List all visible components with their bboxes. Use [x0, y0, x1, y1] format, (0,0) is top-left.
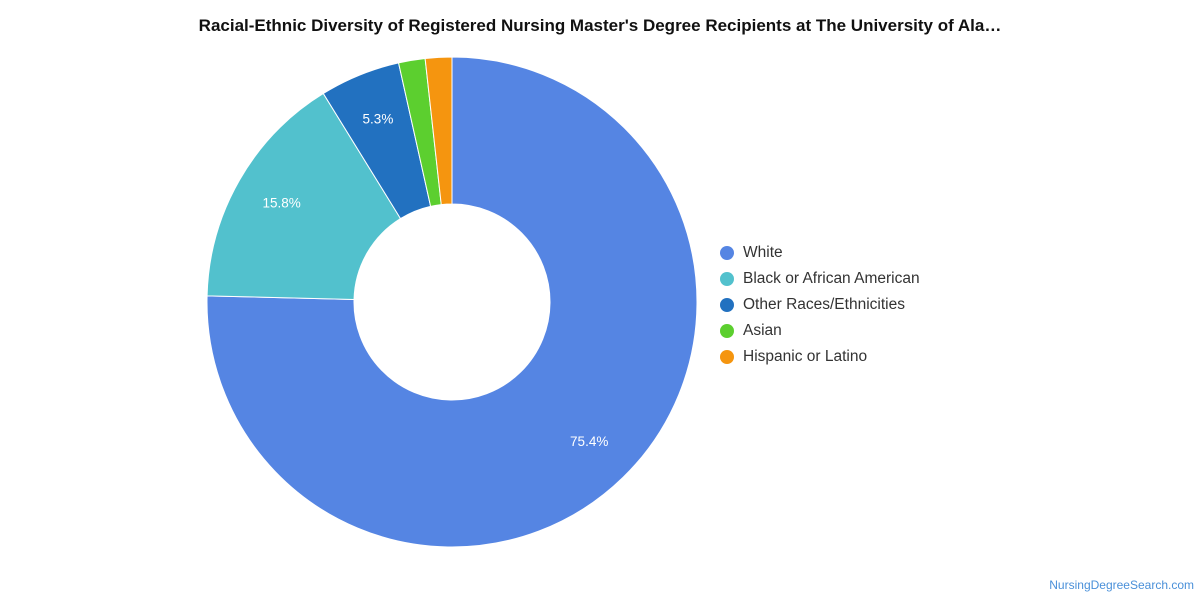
- legend-label: Black or African American: [743, 270, 920, 287]
- legend-item-asian[interactable]: Asian: [720, 318, 1020, 344]
- slice-black-or-african-american[interactable]: [206, 92, 402, 301]
- legend-swatch: [720, 324, 734, 338]
- legend-label: Other Races/Ethnicities: [743, 296, 905, 313]
- slice-hispanic-or-latino[interactable]: [424, 56, 453, 206]
- legend-swatch: [720, 350, 734, 364]
- slice-label-other-races-ethnicities: 5.3%: [363, 112, 394, 127]
- legend-item-other-races-ethnicities[interactable]: Other Races/Ethnicities: [720, 292, 1020, 318]
- legend-label: White: [743, 244, 783, 261]
- legend-item-white[interactable]: White: [720, 240, 1020, 266]
- legend-swatch: [720, 246, 734, 260]
- chart-legend: White Black or African American Other Race…: [720, 240, 1020, 370]
- slice-label-white: 75.4%: [570, 434, 608, 449]
- slice-label-black-or-african-american: 15.8%: [262, 196, 300, 211]
- legend-swatch: [720, 272, 734, 286]
- legend-swatch: [720, 298, 734, 312]
- legend-label: Asian: [743, 322, 782, 339]
- legend-item-black-or-african-american[interactable]: Black or African American: [720, 266, 1020, 292]
- source-credit[interactable]: NursingDegreeSearch.com: [1049, 578, 1194, 592]
- slice-white[interactable]: [206, 56, 698, 548]
- chart-title: Racial-Ethnic Diversity of Registered Nu…: [198, 16, 1002, 35]
- legend-item-hispanic-or-latino[interactable]: Hispanic or Latino: [720, 344, 1020, 370]
- legend-label: Hispanic or Latino: [743, 348, 868, 365]
